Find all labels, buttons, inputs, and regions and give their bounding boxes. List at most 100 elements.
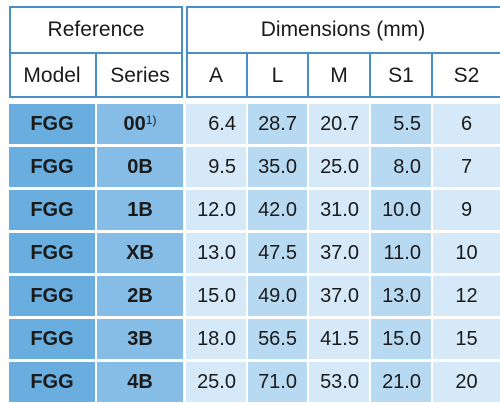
- s1-value: 15.0: [382, 327, 421, 350]
- cell-m: 31.0: [309, 190, 369, 230]
- series-value: 0B: [127, 155, 153, 178]
- cell-model: FGG: [9, 104, 95, 144]
- cell-series: 00 1): [97, 104, 183, 144]
- cell-s1: 8.0: [371, 147, 431, 187]
- dim-col-divider-1: [246, 52, 248, 98]
- dimensions-divider: [186, 52, 500, 54]
- cell-s1: 11.0: [371, 233, 431, 273]
- column-s1: S1: [388, 64, 414, 87]
- cell-s2: 10: [433, 233, 500, 273]
- m-value: 41.5: [320, 327, 359, 350]
- cell-m: 20.7: [309, 104, 369, 144]
- reference-title: Reference: [47, 18, 145, 41]
- table-row: FGG 2B 15.0 49.0 37.0 13.0 12: [0, 276, 500, 316]
- cell-a: 18.0: [186, 319, 246, 359]
- cell-s2: 20: [433, 362, 500, 402]
- s1-value: 13.0: [382, 284, 421, 307]
- reference-col-divider: [95, 52, 97, 98]
- cell-model: FGG: [9, 147, 95, 187]
- column-s2: S2: [453, 64, 480, 87]
- table-row: FGG 3B 18.0 56.5 41.5 15.0 15: [0, 319, 500, 359]
- a-value: 12.0: [197, 198, 236, 221]
- cell-series: 1B: [97, 190, 183, 230]
- cell-s2: 12: [433, 276, 500, 316]
- column-series: Series: [110, 64, 170, 87]
- a-value: 9.5: [208, 155, 236, 178]
- cell-s1: 5.5: [371, 104, 431, 144]
- model-value: FGG: [30, 241, 74, 264]
- cell-model: FGG: [9, 362, 95, 402]
- cell-series: 2B: [97, 276, 183, 316]
- cell-series: 4B: [97, 362, 183, 402]
- cell-a: 25.0: [186, 362, 246, 402]
- table-row: FGG 00 1) 6.4 28.7 20.7 5.5 6: [0, 104, 500, 144]
- dim-col-divider-2: [307, 52, 309, 98]
- s2-value: 12: [455, 284, 478, 307]
- m-value: 20.7: [320, 112, 359, 135]
- s2-value: 20: [455, 370, 478, 393]
- series-value: 1B: [127, 198, 153, 221]
- cell-l: 71.0: [248, 362, 307, 402]
- dim-col-divider-4: [431, 52, 433, 98]
- cell-l: 35.0: [248, 147, 307, 187]
- m-value: 53.0: [320, 370, 359, 393]
- table-row: FGG 0B 9.5 35.0 25.0 8.0 7: [0, 147, 500, 187]
- cell-model: FGG: [9, 319, 95, 359]
- s2-value: 10: [455, 241, 478, 264]
- cell-l: 56.5: [248, 319, 307, 359]
- s2-value: 15: [455, 327, 478, 350]
- cell-series: XB: [97, 233, 183, 273]
- cell-series: 0B: [97, 147, 183, 187]
- cell-s1: 13.0: [371, 276, 431, 316]
- cell-model: FGG: [9, 190, 95, 230]
- cell-m: 41.5: [309, 319, 369, 359]
- l-value: 42.0: [258, 198, 297, 221]
- table-row: FGG 1B 12.0 42.0 31.0 10.0 9: [0, 190, 500, 230]
- cell-l: 28.7: [248, 104, 307, 144]
- cell-s2: 15: [433, 319, 500, 359]
- cell-m: 53.0: [309, 362, 369, 402]
- dimensions-title: Dimensions (mm): [260, 18, 426, 41]
- a-value: 15.0: [197, 284, 236, 307]
- cell-series: 3B: [97, 319, 183, 359]
- m-value: 37.0: [320, 241, 359, 264]
- l-value: 56.5: [258, 327, 297, 350]
- column-l: L: [271, 64, 284, 87]
- cell-s1: 15.0: [371, 319, 431, 359]
- table-row: FGG XB 13.0 47.5 37.0 11.0 10: [0, 233, 500, 273]
- l-value: 35.0: [258, 155, 297, 178]
- s1-value: 10.0: [382, 198, 421, 221]
- a-value: 6.4: [208, 112, 236, 135]
- a-value: 18.0: [197, 327, 236, 350]
- cell-m: 37.0: [309, 233, 369, 273]
- cell-s1: 10.0: [371, 190, 431, 230]
- cell-s2: 6: [433, 104, 500, 144]
- series-value: 2B: [127, 284, 153, 307]
- cell-a: 9.5: [186, 147, 246, 187]
- a-value: 13.0: [197, 241, 236, 264]
- cell-a: 12.0: [186, 190, 246, 230]
- l-value: 28.7: [258, 112, 297, 135]
- cell-m: 37.0: [309, 276, 369, 316]
- column-m: M: [330, 64, 348, 87]
- model-value: FGG: [30, 284, 74, 307]
- s2-value: 9: [460, 198, 473, 221]
- cell-s2: 9: [433, 190, 500, 230]
- model-value: FGG: [30, 327, 74, 350]
- series-value: 3B: [127, 327, 153, 350]
- s1-value: 11.0: [383, 241, 421, 264]
- l-value: 47.5: [258, 241, 297, 264]
- series-value: XB: [126, 241, 154, 264]
- cell-m: 25.0: [309, 147, 369, 187]
- s2-value: 7: [460, 155, 473, 178]
- l-value: 71.0: [258, 370, 297, 393]
- column-model: Model: [23, 64, 81, 87]
- cell-a: 6.4: [186, 104, 246, 144]
- cell-a: 13.0: [186, 233, 246, 273]
- cell-model: FGG: [9, 233, 95, 273]
- s1-value: 8.0: [393, 155, 421, 178]
- m-value: 31.0: [320, 198, 359, 221]
- series-value: 4B: [127, 370, 153, 393]
- cell-model: FGG: [9, 276, 95, 316]
- column-a: A: [208, 64, 223, 87]
